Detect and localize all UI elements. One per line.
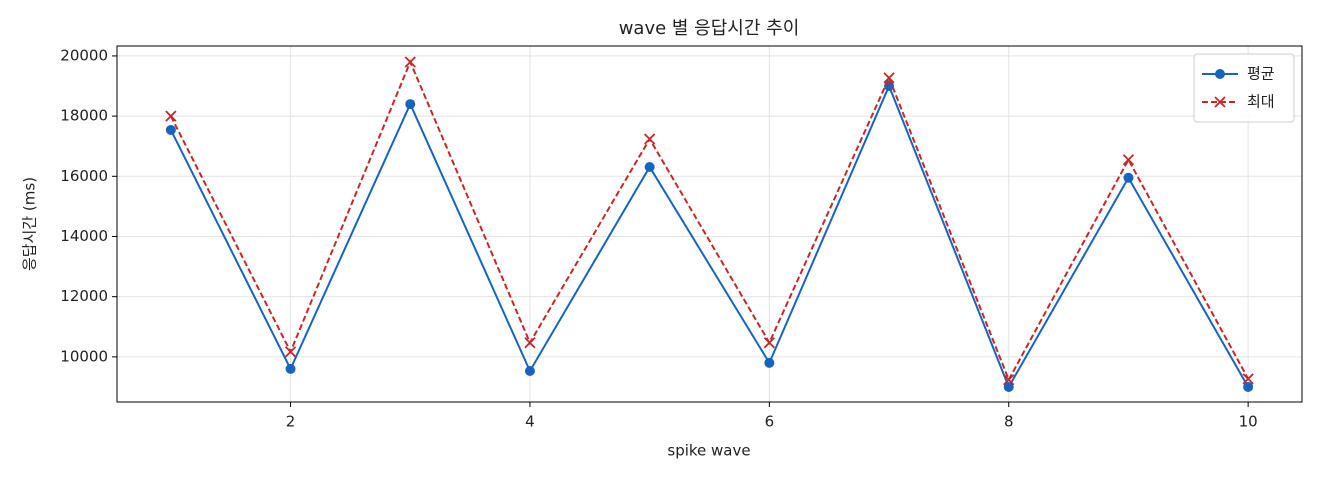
marker	[165, 124, 176, 135]
marker	[524, 366, 535, 377]
marker	[1122, 154, 1135, 166]
marker	[404, 56, 416, 68]
marker	[165, 110, 177, 122]
marker	[1242, 373, 1254, 385]
y-tick-label: 16000	[60, 167, 108, 185]
marker	[285, 363, 296, 374]
series-line	[169, 59, 1250, 383]
legend-marker	[1215, 69, 1225, 79]
plot-frame	[116, 45, 1303, 403]
y-axis-label: 응답시간 (ms)	[21, 177, 39, 271]
y-tick-label: 10000	[60, 347, 108, 365]
marker	[644, 133, 656, 145]
marker	[1003, 374, 1015, 386]
marker	[524, 337, 536, 349]
x-tick-label: 2	[286, 413, 296, 431]
series-line	[169, 83, 1250, 390]
marker	[284, 346, 297, 358]
marker	[883, 72, 895, 84]
marker	[644, 161, 655, 172]
marker	[1123, 172, 1134, 183]
legend-label: 평균	[1247, 65, 1275, 83]
x-tick-label: 8	[1004, 413, 1014, 431]
legend-label: 최대	[1247, 93, 1275, 111]
chart-title: wave 별 응답시간 추이	[619, 18, 800, 39]
marker	[1003, 381, 1014, 392]
marker	[763, 337, 775, 349]
x-tick-label: 10	[1239, 413, 1258, 431]
x-axis-label: spike wave	[667, 442, 750, 460]
y-tick-label: 14000	[60, 227, 108, 245]
legend-box	[1193, 53, 1295, 123]
x-tick-label: 6	[765, 413, 775, 431]
y-tick-label: 18000	[60, 107, 108, 125]
marker	[405, 99, 416, 110]
marker	[1243, 381, 1254, 392]
x-tick-label: 4	[525, 413, 535, 431]
y-tick-label: 12000	[60, 287, 108, 305]
legend-marker	[1214, 96, 1226, 108]
y-tick-label: 20000	[60, 46, 108, 64]
marker	[764, 357, 775, 368]
